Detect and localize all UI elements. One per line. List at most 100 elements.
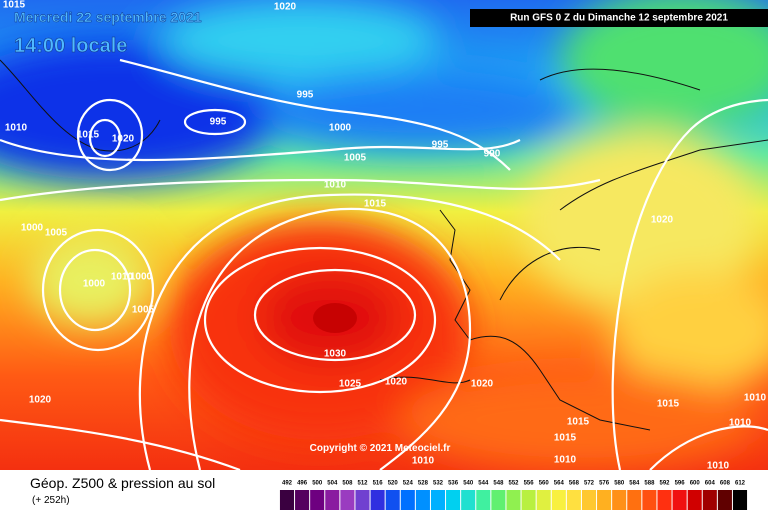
scale-swatch <box>279 490 295 510</box>
run-box <box>470 9 768 27</box>
isobar-label: 1020 <box>651 215 674 226</box>
scale-label: 556 <box>524 481 535 487</box>
scale-swatch <box>657 490 672 510</box>
isobar-label: 995 <box>432 140 449 151</box>
isobar-label: 1010 <box>412 456 435 467</box>
scale-swatch <box>672 490 687 510</box>
isobars <box>0 58 768 472</box>
scale-label: 496 <box>297 481 308 487</box>
scale-swatch <box>400 490 415 510</box>
scale-swatch <box>597 490 612 510</box>
scale-label: 548 <box>493 481 504 487</box>
scale-swatch <box>325 490 340 510</box>
scale-label: 588 <box>644 481 655 487</box>
scale-swatch <box>536 490 551 510</box>
scale-swatch <box>476 490 491 510</box>
isobar-label: 1000 <box>21 223 44 234</box>
isobar-label: 1020 <box>112 134 135 145</box>
scale-label: 576 <box>599 481 610 487</box>
isobar-label: 1005 <box>132 305 155 316</box>
scale-swatch <box>702 490 717 510</box>
isobar-label: 1015 <box>554 433 577 444</box>
scale-swatch <box>732 490 748 510</box>
scale-label: 552 <box>508 481 519 487</box>
scale-label: 572 <box>584 481 595 487</box>
isobar-label: 1020 <box>29 395 52 406</box>
scale-label: 584 <box>629 481 640 487</box>
isobar-label: 1020 <box>471 379 494 390</box>
copyright: Copyright © 2021 Meteociel.fr <box>310 443 451 454</box>
scale-label: 592 <box>659 481 670 487</box>
scale-swatch <box>642 490 657 510</box>
scale-label: 528 <box>418 481 429 487</box>
scale-swatch <box>430 490 446 510</box>
scale-label: 596 <box>675 481 686 487</box>
scale-label: 604 <box>705 481 716 487</box>
scale-swatch <box>415 490 430 510</box>
isobar-label: 1010 <box>707 461 730 472</box>
coastlines <box>0 59 768 431</box>
scale-label: 516 <box>373 481 384 487</box>
scale-label: 540 <box>463 481 474 487</box>
scale-label: 508 <box>342 481 353 487</box>
scale-swatch <box>581 490 597 510</box>
scale-swatch <box>687 490 702 510</box>
isobar-label: 1015 <box>3 0 26 11</box>
isobar-label: 1010 <box>554 455 577 466</box>
isobar-label: 1010 <box>324 180 347 191</box>
background <box>0 0 768 470</box>
footer-title: Géop. Z500 & pression au sol <box>30 475 215 491</box>
isobar-label: 990 <box>484 149 501 160</box>
scale-label: 520 <box>388 481 399 487</box>
isobar-label: 1005 <box>45 228 68 239</box>
scale-label: 524 <box>403 481 414 487</box>
scale-swatch <box>521 490 536 510</box>
scale-label: 568 <box>569 481 580 487</box>
scale-label: 492 <box>282 481 293 487</box>
scale-label: 536 <box>448 481 459 487</box>
scale-swatch <box>566 490 581 510</box>
color-scale: 492 496 500 504 508 512 516 520 524 528 532 536 540 5… <box>279 481 748 510</box>
isobar-label: 1015 <box>567 417 590 428</box>
isobar-label: 1005 <box>344 153 367 164</box>
scale-label: 600 <box>690 481 701 487</box>
isobar-label: 1000 <box>83 279 106 290</box>
scale-swatch <box>295 490 310 510</box>
scale-swatch <box>627 490 642 510</box>
isobar-label: 995 <box>297 90 314 101</box>
lead-time: (+ 252h) <box>32 495 70 506</box>
scale-swatch <box>491 490 506 510</box>
scale-label: 504 <box>327 481 338 487</box>
scale-label: 580 <box>614 481 625 487</box>
scale-swatch <box>446 490 461 510</box>
date: Mercredi 22 septembre 2021 <box>14 9 202 25</box>
isobar-label: 1030 <box>324 349 347 360</box>
scale-label: 544 <box>478 481 489 487</box>
local-time: 14:00 locale <box>14 35 127 57</box>
scale-swatch <box>717 490 732 510</box>
isobar-label: 1010 <box>729 418 752 429</box>
scale-label: 532 <box>433 481 444 487</box>
scale-swatch <box>310 490 325 510</box>
isobar-label: 1015 <box>77 130 100 141</box>
scale-label: 500 <box>312 481 323 487</box>
isobar-label: 995 <box>210 117 227 128</box>
scale-swatch <box>551 490 566 510</box>
scale-swatch <box>461 490 476 510</box>
run-info: Run GFS 0 Z du Dimanche 12 septembre 202… <box>510 13 728 24</box>
scale-swatch <box>385 490 400 510</box>
isobar-label: 1010 <box>111 272 134 283</box>
isobar-label: 1015 <box>657 399 680 410</box>
scale-label: 564 <box>554 481 565 487</box>
scale-swatch <box>340 490 355 510</box>
scale-swatch <box>370 490 385 510</box>
scale-label: 612 <box>735 481 746 487</box>
isobar-label: 1020 <box>274 2 297 13</box>
scale-swatch <box>355 490 370 510</box>
isobar-label: 1025 <box>339 379 362 390</box>
scale-label: 512 <box>357 481 368 487</box>
scale-swatch <box>506 490 521 510</box>
